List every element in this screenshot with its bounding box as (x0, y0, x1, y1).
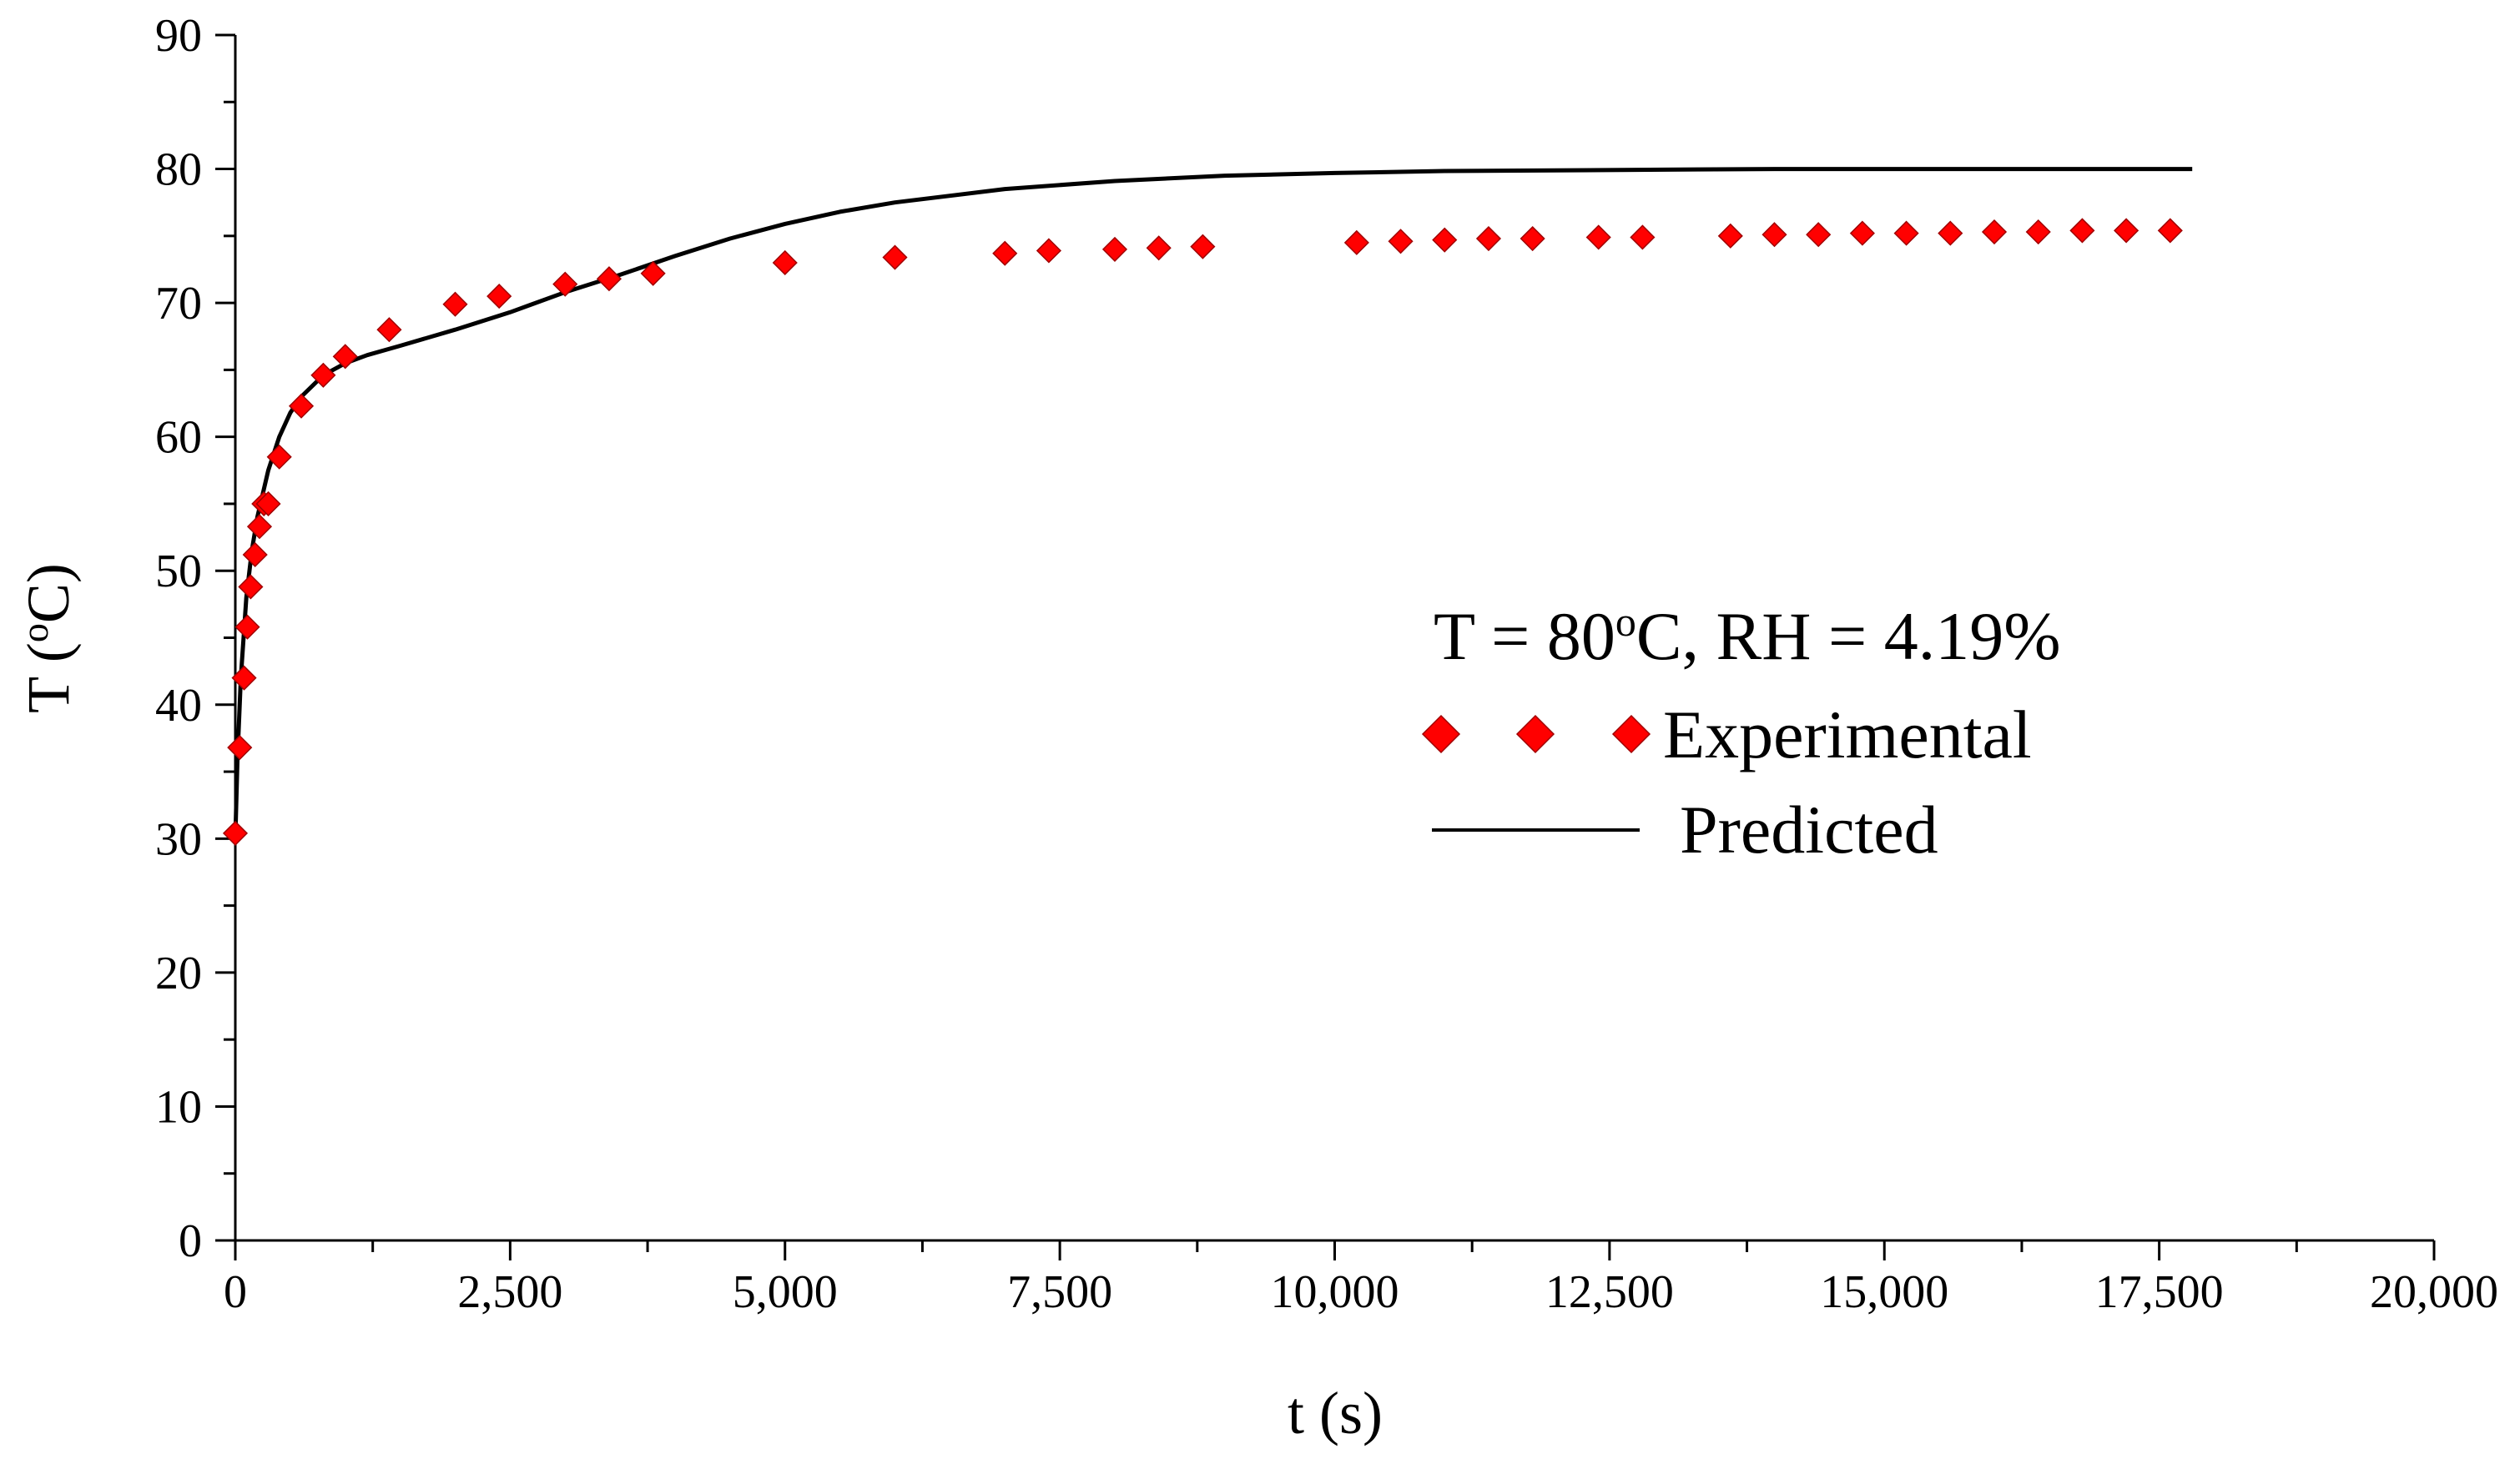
experimental-point (2114, 218, 2139, 244)
y-tick-label: 0 (179, 1215, 202, 1267)
legend-experimental-marker (1611, 714, 1651, 754)
experimental-point (310, 362, 336, 388)
x-tick-label: 17,500 (2095, 1266, 2224, 1318)
x-tick-label: 15,000 (1820, 1266, 1948, 1318)
y-ticks: 0 10 20 30 40 50 60 70 80 90 (155, 10, 235, 1267)
y-tick-label: 80 (155, 144, 202, 196)
x-ticks: 0 2,500 5,000 7,500 10,000 12,500 15,000 17,500… (224, 1240, 2498, 1318)
experimental-point (486, 284, 512, 309)
experimental-point (1585, 224, 1611, 250)
x-tick-label: 12,500 (1545, 1266, 1674, 1318)
experimental-point (288, 393, 315, 419)
experimental-point (1893, 220, 1919, 246)
x-tick-label: 0 (224, 1266, 247, 1318)
experimental-point (234, 614, 260, 640)
y-tick-label: 70 (155, 278, 202, 330)
experimental-point (1101, 236, 1128, 262)
y-axis-title-main: T ( (15, 642, 82, 713)
experimental-point (231, 665, 257, 691)
experimental-point (640, 260, 666, 286)
legend-experimental-markers (1421, 714, 1651, 754)
experimental-point (1388, 229, 1414, 254)
legend-experimental-marker (1515, 714, 1555, 754)
experimental-point (552, 271, 578, 297)
y-axis-title-unit: C) (15, 563, 82, 623)
experimental-point (2025, 219, 2051, 245)
predicted-line (233, 167, 2193, 839)
experimental-point (1475, 225, 1502, 252)
experimental-point (255, 491, 281, 517)
x-axis-title: t (s) (1288, 1380, 1383, 1446)
y-tick-label: 40 (155, 680, 202, 732)
experimental-point (2069, 218, 2095, 244)
legend: T = 80oC, RH = 4.19% Experimental Predic… (1421, 598, 2061, 868)
condition-annotation: T = 80oC, RH = 4.19% (1434, 598, 2061, 674)
annotation-prefix: T = 80 (1434, 598, 1615, 674)
experimental-point (2157, 218, 2183, 244)
experimental-point (376, 317, 402, 343)
experimental-point (1036, 238, 1062, 264)
experimental-point (1849, 220, 1875, 246)
experimental-point (332, 344, 358, 370)
experimental-point (238, 574, 264, 600)
experimental-point (882, 244, 908, 270)
experimental-point (992, 240, 1018, 266)
legend-predicted-label: Predicted (1680, 792, 1938, 868)
x-tick-label: 2,500 (457, 1266, 562, 1318)
experimental-point (1432, 227, 1458, 253)
annotation-suffix: C, RH = 4.19% (1636, 598, 2061, 674)
y-tick-label: 30 (155, 813, 202, 865)
x-tick-label: 7,500 (1007, 1266, 1112, 1318)
y-tick-label: 20 (155, 948, 202, 999)
experimental-point (222, 820, 249, 846)
experimental-point (242, 541, 268, 568)
axes (234, 35, 2434, 1242)
x-tick-label: 10,000 (1271, 1266, 1399, 1318)
experimental-point (1806, 222, 1832, 248)
experimental-point (1981, 219, 2008, 245)
y-tick-label: 50 (155, 546, 202, 597)
predicted-series (233, 167, 2193, 839)
experimental-point (1938, 220, 1963, 246)
experimental-point (227, 735, 253, 761)
experimental-point (1761, 222, 1787, 248)
y-axis-title-sup: o (13, 623, 56, 642)
experimental-series (222, 218, 2183, 846)
legend-experimental-label: Experimental (1663, 697, 2032, 772)
experimental-point (266, 444, 292, 470)
y-axis-title: T (oC) (13, 563, 83, 713)
experimental-point (1520, 225, 1545, 252)
x-tick-label: 5,000 (733, 1266, 838, 1318)
y-tick-label: 60 (155, 412, 202, 464)
experimental-point (442, 291, 468, 317)
experimental-point (596, 266, 622, 292)
experimental-point (1717, 223, 1743, 249)
experimental-point (1630, 224, 1656, 250)
experimental-point (772, 249, 798, 276)
experimental-point (1146, 235, 1172, 261)
experimental-point (246, 514, 273, 540)
x-tick-label: 20,000 (2370, 1266, 2498, 1318)
y-tick-label: 90 (155, 10, 202, 62)
experimental-point (1190, 234, 1216, 259)
experimental-point (1343, 229, 1369, 255)
annotation-sup: o (1615, 598, 1636, 645)
y-tick-label: 10 (155, 1081, 202, 1133)
legend-experimental-marker (1421, 714, 1461, 754)
